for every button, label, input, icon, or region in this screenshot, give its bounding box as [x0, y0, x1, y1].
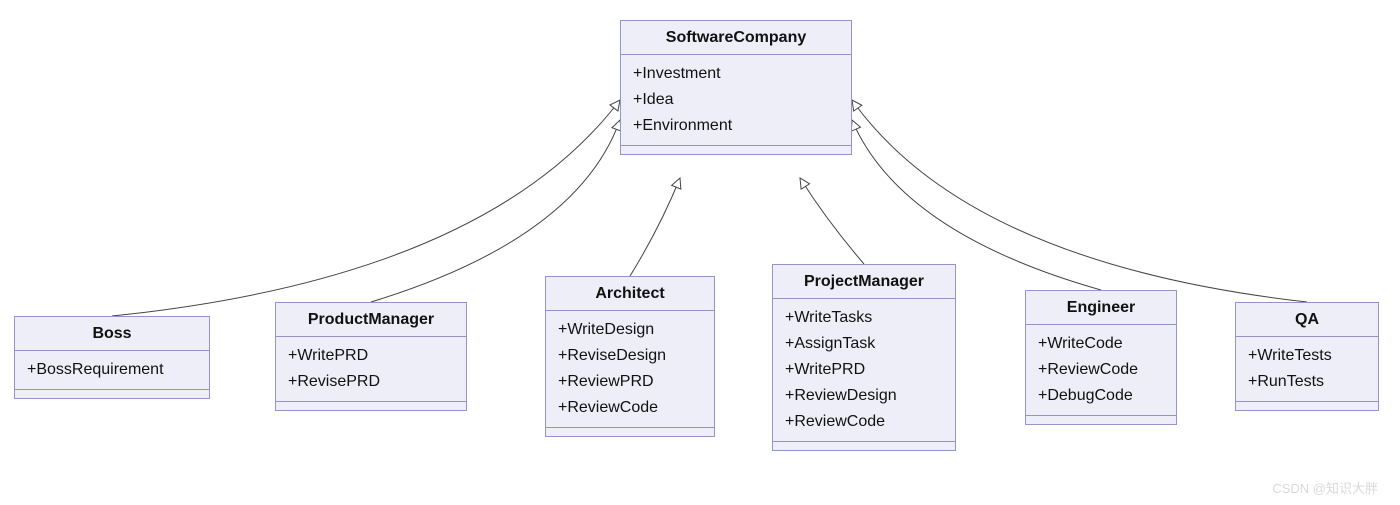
- edge-boss-to-softwarecompany: [112, 100, 620, 316]
- class-attribute: +ReviewCode: [1038, 357, 1164, 383]
- class-attributes: +WriteTests+RunTests: [1236, 337, 1378, 402]
- edge-projectmanager-to-softwarecompany: [800, 178, 864, 264]
- class-operations: [1026, 416, 1176, 424]
- uml-canvas: SoftwareCompany+Investment+Idea+Environm…: [0, 0, 1400, 505]
- edge-productmanager-to-softwarecompany: [371, 120, 620, 302]
- class-attribute: +RunTests: [1248, 369, 1366, 395]
- class-title: QA: [1236, 303, 1378, 337]
- class-operations: [621, 146, 851, 154]
- class-attribute: +AssignTask: [785, 331, 943, 357]
- class-attribute: +WritePRD: [288, 343, 454, 369]
- class-operations: [546, 428, 714, 436]
- class-attribute: +WritePRD: [785, 357, 943, 383]
- class-attribute: +ReviewCode: [785, 409, 943, 435]
- class-attribute: +ReviewPRD: [558, 369, 702, 395]
- class-operations: [15, 390, 209, 398]
- watermark: CSDN @知识大胖: [1272, 478, 1378, 497]
- class-attribute: +WriteDesign: [558, 317, 702, 343]
- class-title: ProjectManager: [773, 265, 955, 299]
- class-attributes: +Investment+Idea+Environment: [621, 55, 851, 146]
- class-attribute: +WriteCode: [1038, 331, 1164, 357]
- class-attribute: +Idea: [633, 87, 839, 113]
- uml-class-softwarecompany: SoftwareCompany+Investment+Idea+Environm…: [620, 20, 852, 155]
- class-attribute: +WriteTasks: [785, 305, 943, 331]
- class-title: Architect: [546, 277, 714, 311]
- class-attribute: +RevisePRD: [288, 369, 454, 395]
- class-operations: [1236, 402, 1378, 410]
- class-title: Boss: [15, 317, 209, 351]
- class-attribute: +DebugCode: [1038, 383, 1164, 409]
- class-attribute: +BossRequirement: [27, 357, 197, 383]
- class-attributes: +WriteTasks+AssignTask+WritePRD+ReviewDe…: [773, 299, 955, 442]
- class-attributes: +WritePRD+RevisePRD: [276, 337, 466, 402]
- class-title: SoftwareCompany: [621, 21, 851, 55]
- class-attributes: +WriteDesign+ReviseDesign+ReviewPRD+Revi…: [546, 311, 714, 428]
- class-attribute: +ReviewCode: [558, 395, 702, 421]
- class-attribute: +ReviseDesign: [558, 343, 702, 369]
- uml-class-boss: Boss +BossRequirement: [14, 316, 210, 399]
- uml-class-projectmanager: ProjectManager+WriteTasks+AssignTask+Wri…: [772, 264, 956, 451]
- edge-architect-to-softwarecompany: [630, 178, 680, 276]
- class-title: Engineer: [1026, 291, 1176, 325]
- class-attribute: +Environment: [633, 113, 839, 139]
- class-attributes: +WriteCode+ReviewCode+DebugCode: [1026, 325, 1176, 416]
- uml-class-engineer: Engineer+WriteCode+ReviewCode+DebugCode: [1025, 290, 1177, 425]
- class-title: ProductManager: [276, 303, 466, 337]
- class-attribute: +WriteTests: [1248, 343, 1366, 369]
- class-operations: [773, 442, 955, 450]
- class-attributes: +BossRequirement: [15, 351, 209, 390]
- uml-class-productmanager: ProductManager+WritePRD+RevisePRD: [275, 302, 467, 411]
- class-operations: [276, 402, 466, 410]
- uml-class-architect: Architect+WriteDesign+ReviseDesign+Revie…: [545, 276, 715, 437]
- uml-class-qa: QA+WriteTests+RunTests: [1235, 302, 1379, 411]
- class-attribute: +ReviewDesign: [785, 383, 943, 409]
- class-attribute: +Investment: [633, 61, 839, 87]
